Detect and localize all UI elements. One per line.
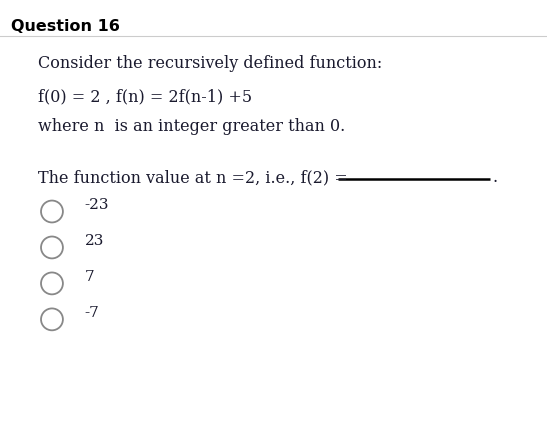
- Text: -23: -23: [85, 198, 109, 212]
- Text: f(0) = 2 , f(n) = 2f(n-1) +5: f(0) = 2 , f(n) = 2f(n-1) +5: [38, 89, 252, 106]
- Text: 23: 23: [85, 234, 104, 248]
- Text: Consider the recursively defined function:: Consider the recursively defined functio…: [38, 55, 382, 72]
- Text: -7: -7: [85, 306, 100, 320]
- Text: Question 16: Question 16: [11, 19, 120, 34]
- Text: 7: 7: [85, 270, 95, 284]
- Text: The function value at n =2, i.e., f(2) =: The function value at n =2, i.e., f(2) =: [38, 169, 353, 186]
- Text: .: .: [492, 169, 497, 186]
- Text: where n  is an integer greater than 0.: where n is an integer greater than 0.: [38, 118, 346, 135]
